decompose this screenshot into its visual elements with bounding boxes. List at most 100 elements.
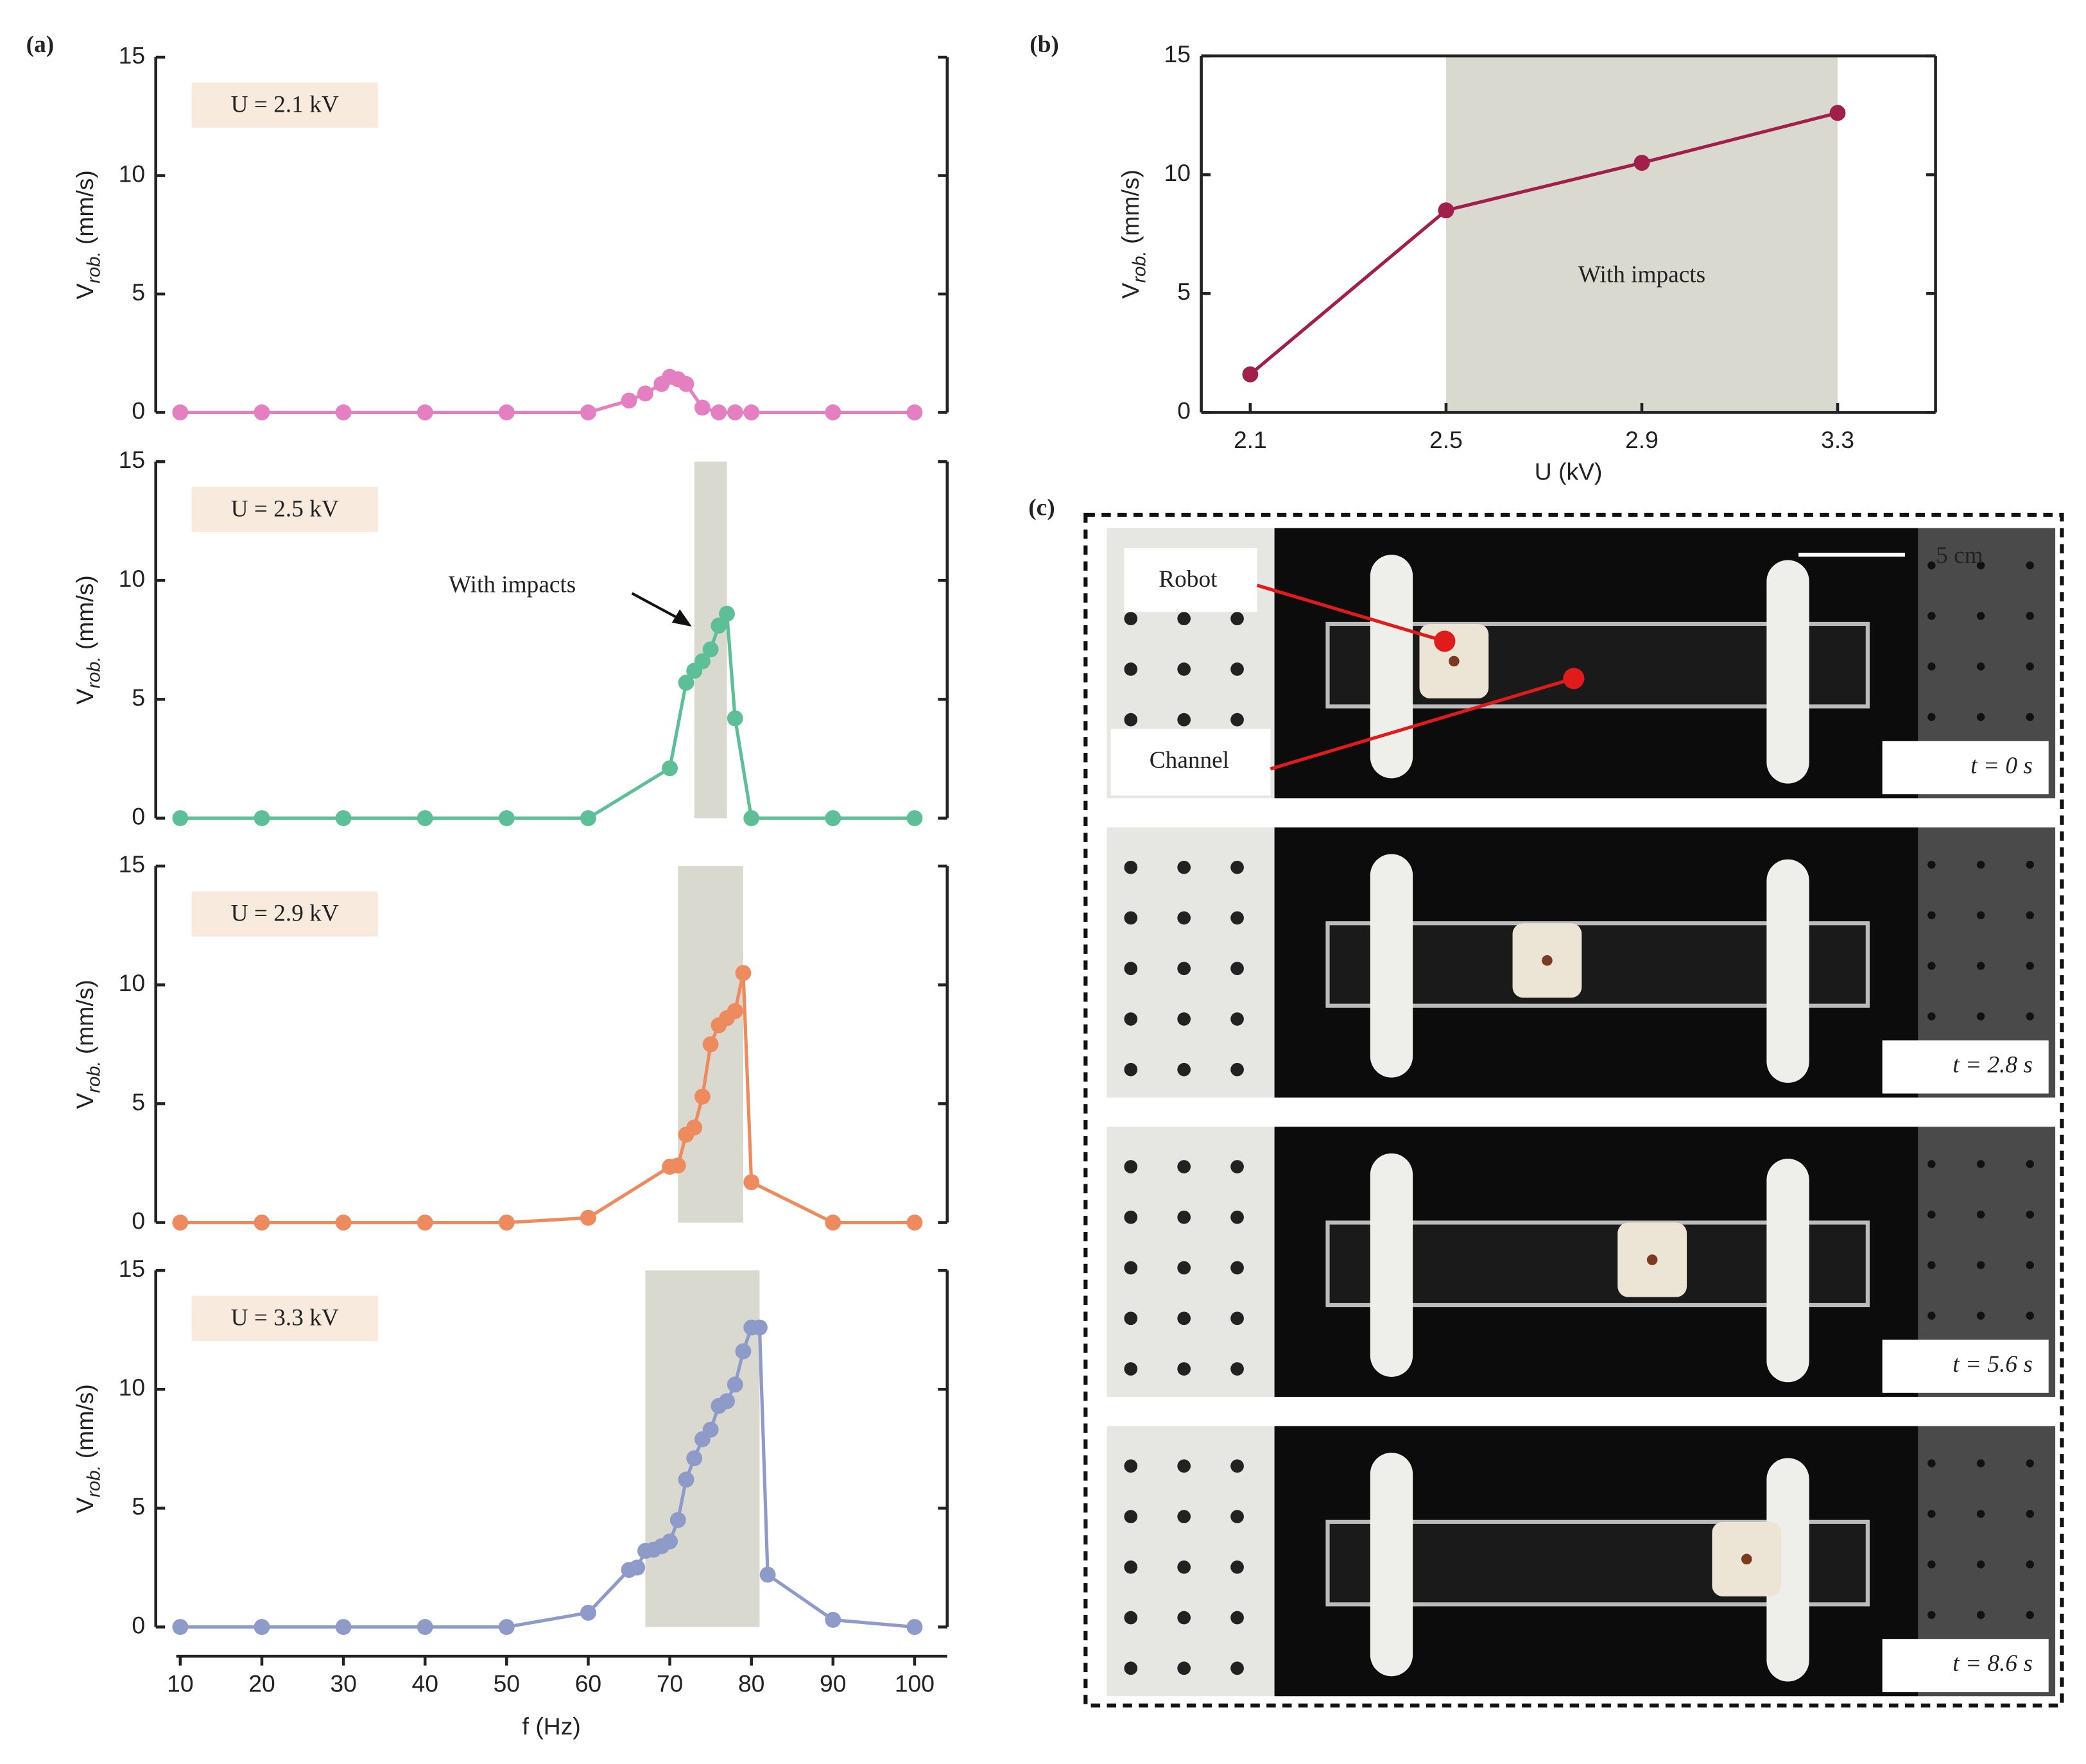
hole — [1927, 911, 1936, 920]
data-point — [498, 404, 515, 420]
data-point — [254, 1619, 270, 1635]
hole — [1177, 1362, 1191, 1376]
y-axis-label: Vrob. (mm/s) — [71, 1384, 104, 1513]
x-tick-label: 2.9 — [1625, 426, 1659, 453]
data-point — [254, 1215, 270, 1231]
hole — [1177, 1062, 1191, 1077]
time-label: t = 0 s — [1970, 752, 2033, 779]
y-label-symbol: V — [71, 1093, 98, 1109]
hole — [2026, 1311, 2034, 1320]
hole — [1927, 1311, 1936, 1320]
hole — [1976, 1210, 1985, 1219]
data-point — [662, 1533, 678, 1550]
y-tick-label: 5 — [132, 1088, 145, 1115]
data-point — [335, 1215, 352, 1231]
hole — [1124, 1459, 1138, 1473]
hole — [2026, 1611, 2034, 1620]
hole — [1177, 1459, 1191, 1473]
hole — [1177, 860, 1191, 874]
data-line — [1249, 111, 1838, 376]
shaded-region — [694, 462, 727, 818]
x-tick-label: 3.3 — [1821, 426, 1854, 453]
x-tick-label: 10 — [167, 1670, 194, 1697]
data-point — [678, 376, 694, 392]
data-point — [417, 404, 433, 420]
x-tick-label: 20 — [248, 1670, 275, 1697]
hole — [1230, 1362, 1244, 1376]
hole — [1976, 561, 1985, 569]
hole — [1230, 1311, 1244, 1326]
hole — [1177, 713, 1191, 727]
data-point — [751, 1319, 768, 1336]
data-point — [498, 1215, 515, 1231]
data-point — [1633, 155, 1650, 171]
data-point — [580, 1209, 596, 1226]
hole — [2026, 713, 2034, 722]
data-point — [498, 810, 515, 826]
hole — [2026, 1210, 2034, 1219]
hole — [1927, 713, 1936, 722]
data-line — [180, 1326, 915, 1629]
x-tick-label: 80 — [738, 1670, 765, 1697]
time-box — [1882, 1639, 2049, 1693]
data-point — [172, 404, 189, 420]
hole — [1230, 1210, 1244, 1224]
data-point — [694, 399, 711, 416]
x-tick-label: 60 — [575, 1670, 602, 1697]
hole — [1124, 860, 1138, 874]
annotation: U = 2.1 kV — [231, 91, 339, 117]
annotation: U = 2.9 kV — [231, 900, 339, 926]
x-tick-label: 2.5 — [1429, 426, 1463, 453]
time-label: t = 5.6 s — [1952, 1351, 2033, 1378]
y-label-subscript: rob. — [83, 1466, 104, 1498]
y-tick-label: 0 — [132, 397, 145, 424]
time-box — [1882, 1339, 2049, 1393]
callout-dot — [1434, 630, 1456, 652]
annotation: U = 3.3 kV — [231, 1304, 339, 1331]
photo-frame-border — [1083, 512, 2064, 1708]
callout: Robot — [1159, 566, 1218, 592]
hole — [1124, 1261, 1138, 1275]
data-point — [906, 1215, 923, 1231]
hole — [1124, 1611, 1138, 1625]
callout-line — [1256, 584, 1445, 643]
data-point — [727, 710, 743, 727]
hole — [1177, 1311, 1191, 1326]
hole — [1230, 1661, 1244, 1675]
hole — [1230, 1611, 1244, 1625]
hole — [1976, 1311, 1985, 1320]
data-point — [669, 1512, 686, 1528]
hole — [1124, 1362, 1138, 1376]
data-point — [906, 810, 923, 826]
y-label-subscript: rob. — [83, 1061, 104, 1093]
x-axis-label: U (kV) — [1535, 458, 1603, 485]
hole — [2026, 1560, 2034, 1569]
hole — [1177, 1210, 1191, 1224]
hole — [2026, 860, 2034, 869]
hole — [1124, 1311, 1138, 1326]
y-label-symbol: V — [71, 283, 98, 299]
y-label-unit: (mm/s) — [1117, 169, 1144, 244]
hole — [2026, 1459, 2034, 1467]
data-point — [686, 1119, 703, 1136]
shaded-region — [1445, 56, 1838, 413]
hole — [1976, 911, 1985, 920]
y-label-symbol: V — [71, 688, 98, 704]
hole — [2026, 561, 2034, 569]
callout: Channel — [1150, 747, 1229, 774]
hole — [1927, 1510, 1936, 1518]
y-tick-label: 0 — [132, 1207, 145, 1234]
hole — [1124, 1510, 1138, 1523]
hole — [1230, 1459, 1244, 1473]
robot-spot — [1646, 1254, 1658, 1265]
data-point — [335, 810, 352, 826]
hole — [1976, 662, 1985, 671]
data-point — [580, 404, 596, 420]
hole — [1927, 962, 1936, 970]
data-point — [727, 404, 743, 420]
hole — [1976, 860, 1985, 869]
robot-spot — [1449, 655, 1460, 667]
hole — [2026, 911, 2034, 920]
